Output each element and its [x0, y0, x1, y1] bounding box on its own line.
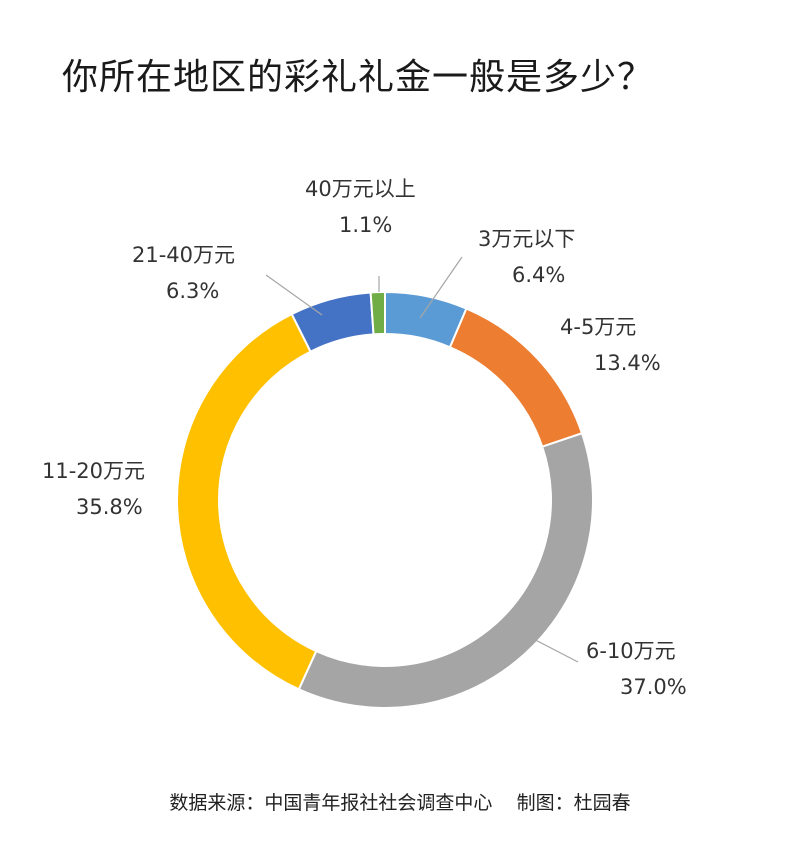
leader-line-4	[265, 274, 323, 316]
slice-label-5: 40万元以上	[305, 177, 416, 201]
slice-label-3: 11-20万元	[42, 459, 145, 483]
slice-label-1: 4-5万元	[560, 315, 636, 339]
slice-value-4: 6.3%	[166, 279, 219, 303]
slice-value-1: 13.4%	[594, 351, 661, 375]
chart-title: 你所在地区的彩礼礼金一般是多少？	[62, 57, 655, 98]
leader-line-2	[519, 631, 579, 663]
footer: 数据来源：中国青年报社社会调查中心 制图：杜园春	[0, 788, 800, 815]
slice-label-0: 3万元以下	[478, 227, 575, 251]
source-credit: 数据来源：中国青年报社社会调查中心	[169, 792, 493, 814]
slice-3	[176, 312, 318, 691]
slice-5	[369, 290, 386, 336]
slice-value-3: 35.8%	[76, 495, 143, 519]
slice-label-4: 21-40万元	[132, 243, 235, 267]
slice-value-0: 6.4%	[512, 263, 565, 287]
slice-label-2: 6-10万元	[586, 639, 676, 663]
slice-2	[297, 431, 594, 709]
slice-value-5: 1.1%	[339, 213, 392, 237]
donut-chart: 3万元以下 6.4% 4-5万元 13.4% 6-10万元 37.0% 11-20万元 35.…	[42, 177, 687, 709]
slice-value-2: 37.0%	[620, 675, 687, 699]
leader-line-0	[419, 256, 463, 319]
author-credit: 制图：杜园春	[516, 792, 631, 814]
